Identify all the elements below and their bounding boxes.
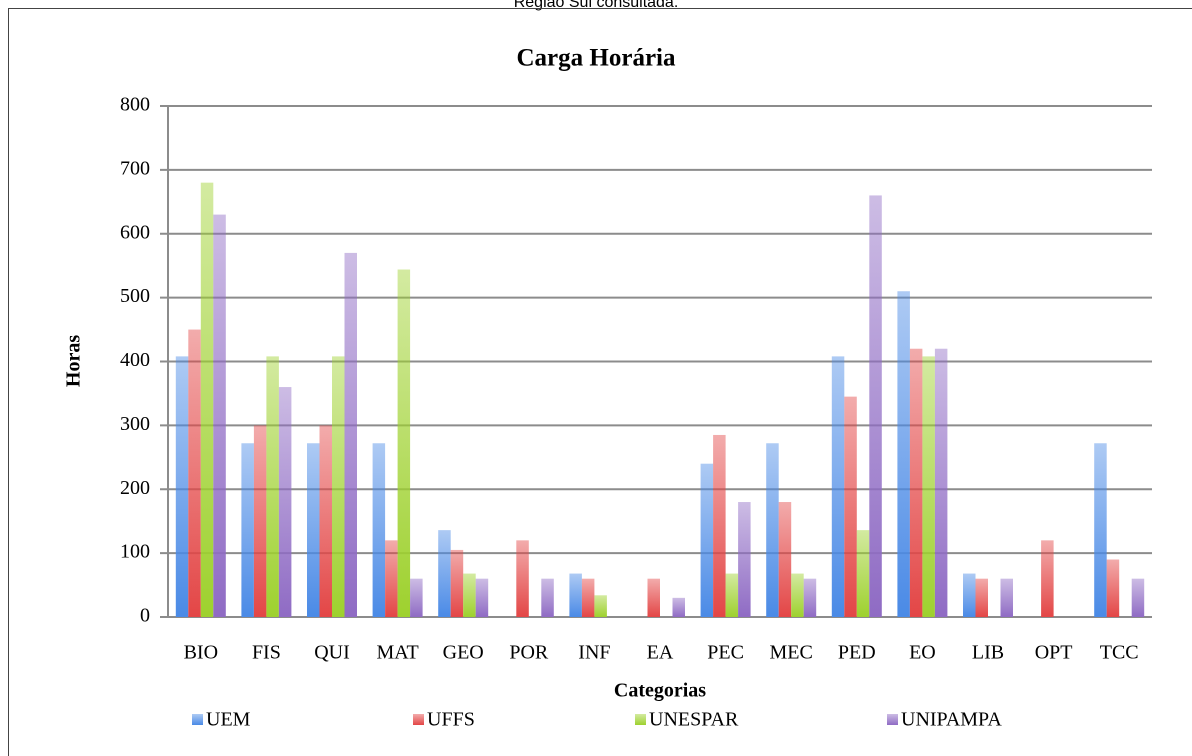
bar (1094, 443, 1107, 617)
x-tick-label: GEO (443, 642, 484, 664)
bar (778, 502, 792, 617)
x-tick-label: PED (838, 642, 876, 664)
legend-swatch (413, 714, 424, 725)
x-tick-label: INF (578, 642, 610, 664)
y-tick-label: 500 (120, 285, 150, 307)
bar (922, 356, 935, 617)
legend-label: UNIPAMPA (901, 709, 1002, 731)
bar (581, 578, 595, 617)
bar (438, 530, 451, 617)
legend-label: UNESPAR (649, 709, 739, 731)
y-tick-label: 100 (120, 541, 150, 563)
bar (463, 573, 476, 617)
x-axis-label: Categorias (614, 680, 706, 702)
bar (1131, 578, 1145, 617)
bar (450, 549, 464, 617)
x-tick-label: QUI (314, 642, 350, 664)
bar (803, 578, 817, 617)
bar (344, 252, 357, 617)
y-tick-label: 600 (120, 221, 150, 243)
bar (738, 502, 751, 617)
bar (253, 425, 267, 617)
y-tick-label: 400 (120, 349, 150, 371)
bar (397, 269, 411, 617)
x-tick-label: FIS (252, 642, 281, 664)
bar (175, 356, 189, 617)
bar (410, 578, 423, 617)
bar (713, 434, 726, 617)
bar (200, 182, 214, 617)
x-tick-label: EA (647, 642, 674, 664)
bar (1106, 559, 1120, 617)
bar (241, 443, 254, 617)
bar (385, 540, 398, 617)
y-tick-label: 700 (120, 157, 150, 179)
legend-label: UFFS (427, 709, 475, 731)
x-tick-label: OPT (1035, 642, 1073, 664)
bar (1041, 540, 1054, 617)
bar (844, 396, 857, 617)
legend-swatch (192, 714, 203, 725)
y-tick-label: 800 (120, 94, 150, 116)
bar (647, 578, 660, 617)
bar (791, 573, 804, 617)
chart-title: Carga Horária (517, 45, 676, 72)
bar (700, 463, 714, 617)
legend-swatch (635, 714, 646, 725)
x-tick-label: MAT (376, 642, 418, 664)
chart-border (8, 8, 1192, 756)
x-tick-label: LIB (972, 642, 1004, 664)
bar (516, 540, 529, 617)
bar (831, 356, 845, 617)
bar (594, 595, 607, 617)
bar (672, 597, 685, 617)
legend-label: UEM (206, 709, 251, 731)
bar (266, 356, 279, 617)
bar (319, 425, 332, 617)
x-tick-label: BIO (184, 642, 218, 664)
bar (569, 573, 582, 617)
x-tick-label: MEC (770, 642, 813, 664)
x-tick-label: EO (909, 642, 936, 664)
bar (307, 443, 320, 617)
bar (897, 291, 910, 617)
bar (188, 329, 201, 617)
bar (856, 530, 870, 617)
x-tick-label: PEC (707, 642, 744, 664)
x-tick-label: TCC (1100, 642, 1139, 664)
bar (869, 195, 882, 618)
bar (278, 387, 292, 617)
header-text: Região Sul consultada. (514, 0, 679, 11)
bar (934, 348, 948, 617)
y-tick-label: 300 (120, 413, 150, 435)
bar (541, 578, 554, 617)
x-tick-label: POR (509, 642, 549, 664)
bar (332, 356, 345, 617)
bar (725, 573, 739, 617)
y-tick-label: 0 (140, 605, 150, 627)
bar (766, 443, 779, 617)
bar (372, 443, 386, 617)
bar (475, 578, 489, 617)
y-tick-label: 200 (120, 477, 150, 499)
bar (213, 214, 226, 617)
bar (909, 348, 923, 617)
y-axis-label: Horas (63, 335, 85, 387)
bar (963, 573, 976, 617)
bar (975, 578, 988, 617)
bar (1000, 578, 1013, 617)
legend-swatch (887, 714, 898, 725)
